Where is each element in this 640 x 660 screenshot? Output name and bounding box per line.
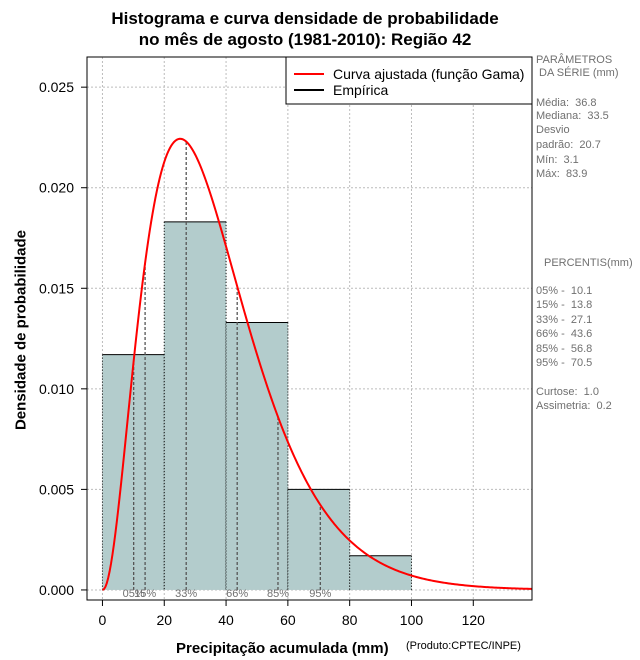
percentis-title: PERCENTIS(mm)	[544, 257, 633, 269]
percentile-label: 15%	[134, 588, 156, 600]
chart-title-line1: Histograma e curva densidade de probabil…	[111, 9, 499, 28]
histogram-bar	[287, 489, 350, 590]
legend-box	[285, 56, 533, 105]
param-desvio-label: Desvio	[536, 124, 570, 136]
x-axis-label: Precipitação acumulada (mm)	[176, 640, 389, 657]
y-axis-label: Densidade de probabilidade	[12, 229, 30, 431]
x-tick-label: 120	[462, 612, 486, 628]
y-tick-label: 0.020	[39, 180, 74, 196]
x-tick-label: 100	[400, 612, 424, 628]
stat-curtose: Curtose: 1.0	[536, 386, 599, 398]
param-mediana: Mediana: 33.5	[536, 110, 609, 122]
legend-label: Curva ajustada (função Gama)	[333, 66, 524, 82]
params-subtitle: DA SÉRIE (mm)	[536, 67, 619, 79]
histogram-bar	[226, 322, 288, 590]
x-tick-label: 0	[99, 612, 107, 628]
legend-label: Empírica	[333, 82, 388, 98]
percentile-05: 05% - 10.1	[536, 285, 593, 297]
param-media: Média: 36.8	[536, 97, 597, 109]
histogram-bar	[164, 221, 227, 590]
credit-text: (Produto:CPTEC/INPE)	[406, 640, 521, 652]
percentile-label: 05%	[123, 588, 145, 600]
chart-title-line2: no mês de agosto (1981-2010): Região 42	[138, 30, 472, 49]
percentile-label: 66%	[226, 588, 248, 600]
percentile-33: 33% - 27.1	[536, 314, 593, 326]
params-title: PARÂMETROS	[536, 54, 613, 66]
x-tick-label: 80	[342, 612, 358, 628]
percentile-label: 95%	[309, 588, 331, 600]
percentile-label: 85%	[267, 588, 289, 600]
percentile-15: 15% - 13.8	[536, 299, 593, 311]
percentile-label: 33%	[175, 588, 197, 600]
x-tick-label: 20	[156, 612, 172, 628]
param-min: Mín: 3.1	[536, 154, 579, 166]
stat-assimetria: Assimetria: 0.2	[536, 400, 612, 412]
param-desvio-value: padrão: 20.7	[536, 139, 601, 151]
y-tick-label: 0.015	[39, 280, 74, 296]
percentile-85: 85% - 56.8	[536, 343, 593, 355]
y-tick-label: 0.025	[39, 79, 74, 95]
percentile-66: 66% - 43.6	[536, 328, 593, 340]
y-tick-label: 0.005	[39, 481, 74, 497]
y-tick-label: 0.000	[39, 582, 74, 598]
gamma-curve	[102, 137, 533, 591]
percentile-95: 95% - 70.5	[536, 357, 593, 369]
x-tick-label: 60	[280, 612, 296, 628]
x-tick-label: 40	[218, 612, 234, 628]
y-tick-label: 0.010	[39, 381, 74, 397]
param-max: Máx: 83.9	[536, 168, 588, 180]
